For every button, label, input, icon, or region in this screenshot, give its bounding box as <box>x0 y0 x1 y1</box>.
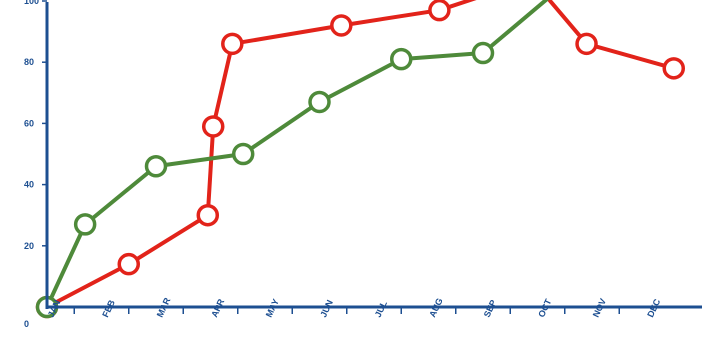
data-point <box>201 115 225 138</box>
series-line <box>45 0 676 309</box>
axes <box>45 2 702 309</box>
x-tick-label: JUL <box>373 299 389 319</box>
y-tick-label: 20 <box>24 241 34 251</box>
y-tick-label: 60 <box>24 118 34 128</box>
y-tick-label: 0 <box>24 319 29 329</box>
data-point <box>330 14 353 37</box>
data-point <box>231 142 255 166</box>
data-point <box>662 57 685 80</box>
data-point <box>428 0 451 22</box>
data-point <box>221 32 244 56</box>
data-point <box>390 47 413 71</box>
data-point <box>471 41 495 65</box>
y-tick-label: 40 <box>24 180 34 190</box>
data-point <box>117 252 140 276</box>
data-point <box>575 32 598 56</box>
x-tick-label: SEP <box>482 298 499 319</box>
y-tick-label: 80 <box>24 57 34 67</box>
data-point <box>144 154 168 178</box>
data-point <box>73 213 97 236</box>
data-point <box>196 203 220 227</box>
data-point <box>308 90 331 114</box>
x-tick-label: JUN <box>318 298 335 319</box>
ticks <box>42 0 620 314</box>
y-tick-label: 100 <box>24 0 39 6</box>
series-layer <box>35 0 685 319</box>
